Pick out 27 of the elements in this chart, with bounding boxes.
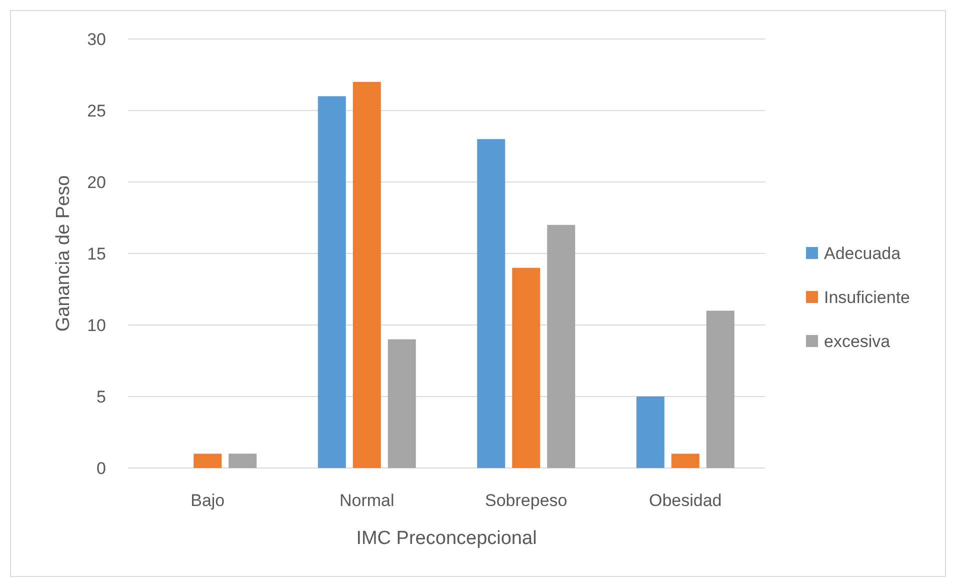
y-tick-label: 5 — [96, 387, 106, 406]
bar — [318, 96, 346, 468]
y-tick-label: 30 — [87, 30, 106, 49]
y-tick-label: 20 — [87, 172, 106, 192]
legend-label: Adecuada — [824, 244, 902, 263]
y-tick-label: 15 — [87, 244, 106, 264]
y-tick-label: 25 — [87, 101, 106, 120]
x-tick-label: Bajo — [190, 491, 225, 510]
y-tick-label: 10 — [87, 316, 106, 335]
bar — [194, 454, 222, 468]
bar — [512, 268, 540, 468]
y-axis-title: Ganancia de Peso — [53, 175, 74, 332]
x-tick-label: Obesidad — [648, 491, 722, 510]
bar — [352, 82, 381, 468]
legend-label: Insuficiente — [824, 288, 910, 307]
bar — [706, 310, 734, 468]
y-tick-label: 0 — [96, 458, 106, 478]
bar — [388, 339, 416, 468]
x-tick-label: Normal — [339, 491, 394, 510]
bar — [671, 454, 700, 468]
bar — [477, 139, 506, 468]
bar — [636, 396, 664, 468]
bar — [228, 454, 257, 468]
x-tick-label: Sobrepeso — [485, 491, 568, 510]
x-axis-title: IMC Preconcepcional — [356, 528, 537, 549]
bar — [547, 224, 576, 468]
legend-label: excesiva — [824, 332, 891, 351]
